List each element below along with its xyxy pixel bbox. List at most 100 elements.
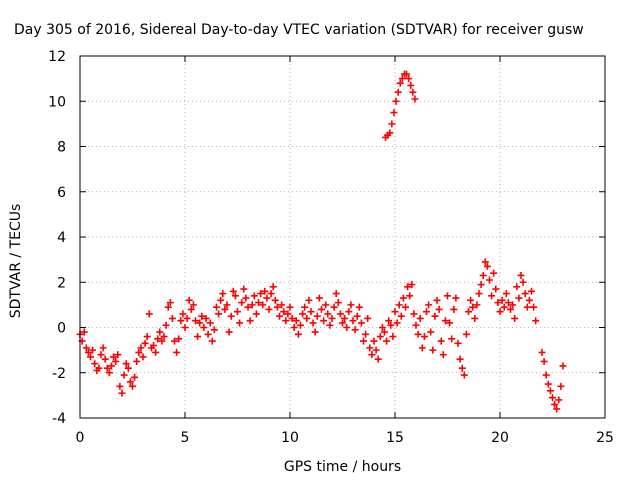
- x-tick-labels: 0 5 10 15 20 25: [76, 430, 614, 446]
- data-point: [460, 371, 468, 379]
- x-tick-label: 25: [596, 430, 614, 446]
- data-point: [341, 314, 349, 322]
- data-point: [538, 348, 546, 356]
- data-point: [389, 333, 397, 341]
- data-point: [334, 299, 342, 307]
- data-point: [108, 362, 115, 370]
- data-point: [555, 396, 563, 404]
- data-point: [305, 296, 313, 304]
- data-point: [229, 287, 237, 295]
- data-point: [452, 294, 460, 302]
- data-point: [294, 330, 302, 338]
- data-point: [467, 296, 475, 304]
- data-point: [513, 283, 521, 291]
- data-point: [405, 75, 413, 83]
- y-tick-label: -4: [52, 411, 66, 427]
- data-point: [234, 308, 241, 316]
- data-point: [559, 362, 567, 370]
- data-point: [250, 292, 258, 300]
- data-point: [488, 292, 496, 300]
- data-point: [353, 312, 361, 320]
- x-tick-label: 15: [386, 430, 404, 446]
- data-point: [227, 312, 235, 320]
- data-point: [273, 303, 281, 311]
- data-point: [187, 305, 195, 313]
- data-point: [288, 314, 296, 322]
- x-tick-label: 0: [76, 430, 85, 446]
- data-point: [158, 337, 166, 345]
- data-point: [477, 281, 485, 289]
- data-point: [204, 330, 212, 338]
- y-tick-label: 2: [57, 275, 66, 291]
- data-point: [456, 355, 464, 363]
- data-point: [403, 70, 411, 78]
- data-point: [420, 333, 428, 341]
- data-point: [408, 281, 416, 289]
- data-point: [324, 310, 332, 318]
- data-point: [473, 301, 481, 309]
- data-point: [276, 312, 283, 320]
- data-point: [231, 292, 239, 300]
- data-point: [409, 88, 417, 96]
- data-point: [179, 310, 187, 318]
- data-point: [162, 321, 170, 329]
- data-point: [152, 348, 160, 356]
- data-point: [523, 303, 531, 311]
- data-point: [301, 303, 309, 311]
- data-point: [425, 301, 433, 309]
- data-point: [286, 303, 294, 311]
- data-point: [252, 310, 260, 318]
- data-point: [519, 278, 527, 286]
- data-point: [553, 405, 561, 413]
- data-point: [345, 308, 353, 316]
- data-point: [411, 95, 419, 103]
- data-point: [507, 305, 514, 313]
- data-point: [246, 317, 254, 325]
- data-point: [339, 319, 346, 327]
- data-point: [114, 351, 122, 359]
- data-point: [509, 301, 517, 309]
- y-tick-label: 4: [57, 230, 66, 246]
- data-point: [143, 333, 151, 341]
- data-point: [357, 319, 365, 327]
- data-point: [392, 97, 400, 105]
- data-point: [82, 344, 90, 352]
- data-point: [370, 337, 378, 345]
- data-point: [398, 75, 406, 83]
- data-point: [402, 303, 409, 311]
- data-point: [343, 324, 351, 331]
- data-point: [137, 344, 145, 352]
- data-point: [458, 364, 466, 372]
- x-tick-label: 5: [181, 430, 190, 446]
- data-point: [261, 287, 269, 295]
- data-point: [393, 319, 401, 327]
- data-point: [429, 346, 437, 354]
- data-point: [135, 348, 143, 356]
- data-point: [481, 258, 489, 266]
- data-point: [271, 296, 279, 304]
- data-point: [313, 312, 321, 320]
- data-point: [444, 292, 451, 300]
- y-tick-label: -2: [52, 366, 66, 382]
- data-point: [351, 326, 359, 334]
- data-point: [372, 346, 380, 354]
- data-point: [336, 310, 344, 318]
- data-point: [126, 378, 134, 386]
- data-point: [259, 301, 267, 309]
- data-point: [145, 310, 153, 318]
- data-point: [221, 305, 229, 313]
- data-point: [202, 314, 210, 322]
- data-point: [511, 314, 519, 322]
- data-point: [238, 299, 246, 307]
- data-point: [397, 312, 405, 320]
- data-point: [490, 269, 498, 277]
- data-point: [448, 335, 456, 343]
- x-axis-title: GPS time / hours: [284, 459, 401, 475]
- data-point: [462, 330, 470, 338]
- data-point: [418, 344, 426, 352]
- y-tick-labels: -4 -2 0 2 4 6 8 10 12: [48, 49, 66, 427]
- data-point: [173, 348, 181, 356]
- data-point: [99, 344, 107, 352]
- data-point: [198, 312, 206, 320]
